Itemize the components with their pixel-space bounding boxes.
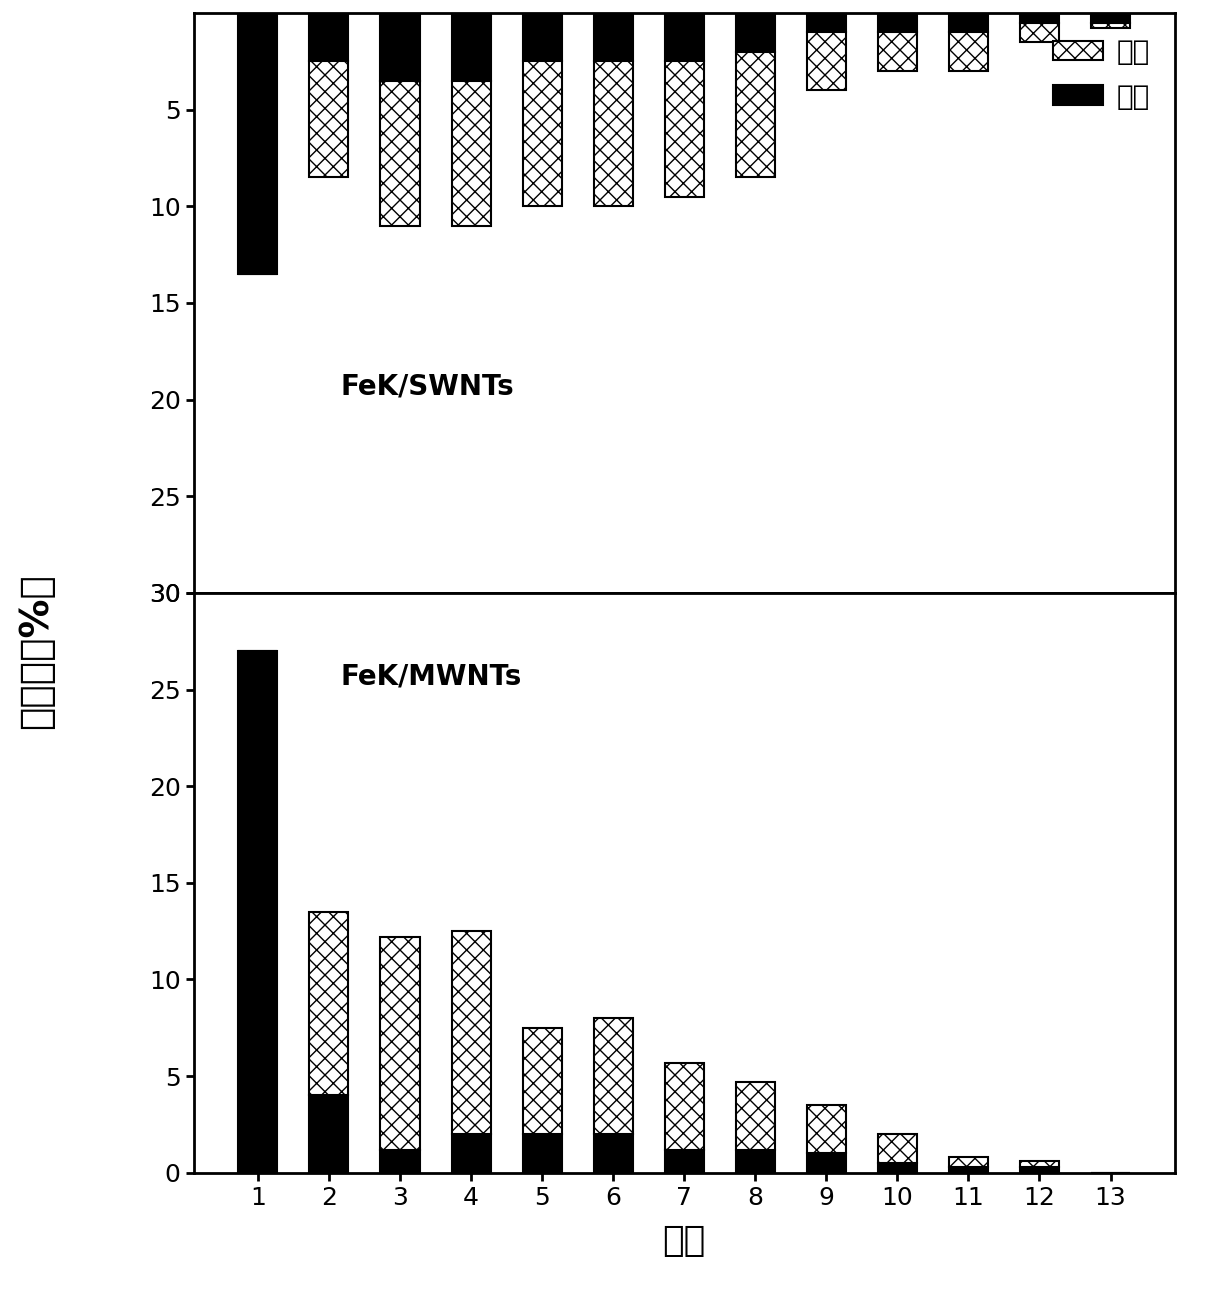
- Bar: [1020, 13, 1060, 22]
- Bar: [1020, 22, 1060, 42]
- Bar: [380, 13, 419, 81]
- Bar: [807, 13, 845, 33]
- Bar: [1091, 13, 1130, 22]
- Bar: [878, 1164, 917, 1173]
- Bar: [523, 61, 562, 206]
- Bar: [736, 1149, 775, 1173]
- Bar: [736, 13, 775, 52]
- Bar: [878, 33, 917, 70]
- Bar: [309, 912, 349, 1096]
- Text: FeK/SWNTs: FeK/SWNTs: [342, 373, 515, 400]
- Bar: [736, 1081, 775, 1149]
- Bar: [665, 61, 704, 197]
- Bar: [309, 61, 349, 177]
- Bar: [949, 1167, 988, 1173]
- Bar: [593, 13, 632, 61]
- Bar: [593, 1134, 632, 1173]
- Bar: [452, 81, 490, 225]
- Bar: [949, 13, 988, 33]
- Text: FeK/MWNTs: FeK/MWNTs: [342, 662, 522, 691]
- Bar: [593, 1018, 632, 1134]
- Bar: [878, 1134, 917, 1164]
- Bar: [380, 1149, 419, 1173]
- Bar: [807, 1105, 845, 1153]
- Bar: [807, 33, 845, 90]
- Bar: [949, 33, 988, 70]
- Bar: [239, 13, 277, 274]
- Bar: [593, 61, 632, 206]
- Bar: [665, 13, 704, 61]
- Bar: [309, 13, 349, 61]
- Bar: [309, 1096, 349, 1173]
- Bar: [452, 1134, 490, 1173]
- Bar: [878, 13, 917, 33]
- Bar: [523, 1028, 562, 1134]
- Bar: [949, 1157, 988, 1167]
- Bar: [1020, 1167, 1060, 1173]
- Bar: [1020, 1161, 1060, 1167]
- Bar: [736, 52, 775, 177]
- Bar: [523, 1134, 562, 1173]
- Text: 选择性（%）: 选择性（%）: [17, 573, 56, 730]
- Legend: 烯烃, 烷烃: 烯烃, 烷烃: [1041, 27, 1161, 121]
- Bar: [807, 1153, 845, 1173]
- Bar: [452, 13, 490, 81]
- Bar: [665, 1062, 704, 1149]
- Bar: [665, 1149, 704, 1173]
- Bar: [523, 13, 562, 61]
- Bar: [239, 652, 277, 1173]
- Bar: [452, 932, 490, 1134]
- Bar: [380, 937, 419, 1149]
- Bar: [380, 81, 419, 225]
- Bar: [1091, 22, 1130, 29]
- X-axis label: 碳数: 碳数: [662, 1224, 706, 1257]
